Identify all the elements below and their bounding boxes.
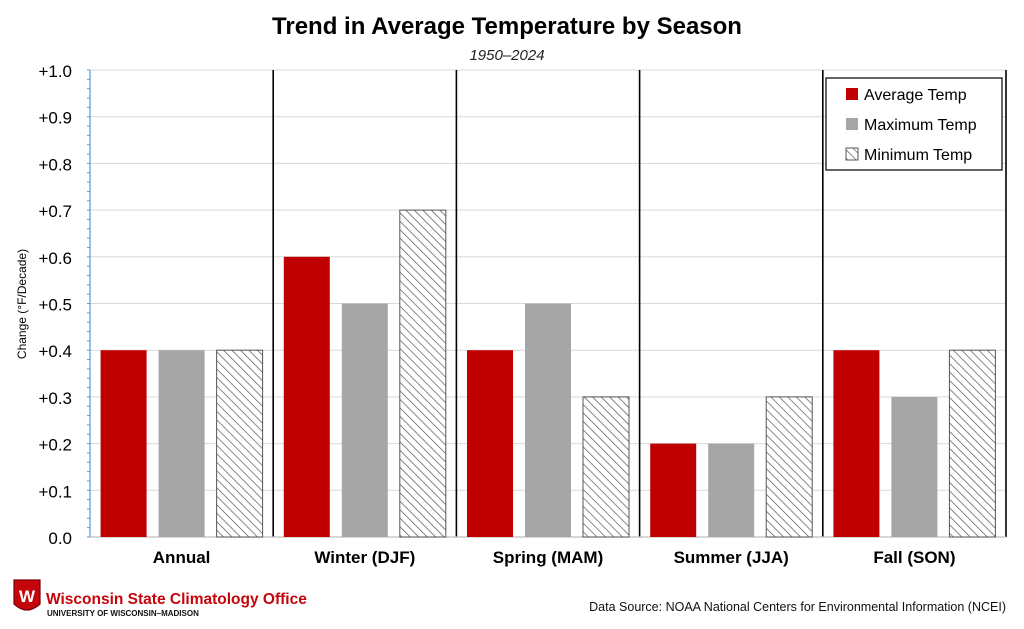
org-subtitle: UNIVERSITY OF WISCONSIN–MADISON bbox=[47, 609, 199, 618]
bar-average-temp bbox=[100, 350, 147, 537]
bar-minimum-temp bbox=[948, 349, 996, 538]
x-tick-label: Fall (SON) bbox=[873, 548, 955, 567]
bar-average-temp bbox=[283, 256, 330, 537]
y-tick-label: +0.3 bbox=[38, 389, 72, 408]
org-name: Wisconsin State Climatology Office bbox=[46, 591, 307, 608]
org-logo: W bbox=[13, 579, 41, 611]
crest-letter: W bbox=[19, 587, 36, 606]
x-tick-label: Annual bbox=[153, 548, 211, 567]
x-tick-label: Winter (DJF) bbox=[314, 548, 415, 567]
y-tick-label: +0.2 bbox=[38, 436, 72, 455]
y-axis-label: Change (°F/Decade) bbox=[15, 249, 29, 359]
bar-average-temp bbox=[467, 350, 513, 537]
y-tick-label: +0.8 bbox=[38, 155, 72, 174]
y-tick-label: +0.5 bbox=[38, 296, 72, 315]
y-tick-label: 0.0 bbox=[48, 529, 72, 548]
chart-title: Trend in Average Temperature by Season bbox=[272, 13, 742, 40]
bar-maximum-temp bbox=[158, 350, 205, 537]
bar-maximum-temp bbox=[341, 303, 388, 537]
bar-average-temp bbox=[650, 443, 697, 537]
x-tick-label: Summer (JJA) bbox=[674, 548, 789, 567]
bar-maximum-temp bbox=[708, 443, 755, 537]
crest-icon bbox=[13, 579, 41, 611]
y-tick-label: +0.1 bbox=[38, 482, 72, 501]
x-axis-labels: Annual Winter (DJF) Spring (MAM) Summer (JJ… bbox=[153, 548, 956, 567]
bar-minimum-temp bbox=[582, 396, 630, 538]
legend-label: Minimum Temp bbox=[864, 147, 972, 164]
bar-minimum-temp bbox=[765, 396, 813, 538]
legend-swatch bbox=[845, 147, 859, 161]
legend-swatch bbox=[846, 118, 858, 130]
legend: Average Temp Maximum Temp Minimum Temp bbox=[825, 77, 1003, 171]
bars bbox=[100, 209, 996, 538]
chart-subtitle: 1950–2024 bbox=[469, 47, 544, 64]
bar-minimum-temp bbox=[216, 349, 264, 538]
legend-swatch bbox=[846, 88, 858, 100]
bar-average-temp bbox=[833, 350, 880, 537]
x-tick-label: Spring (MAM) bbox=[493, 548, 603, 567]
data-source: Data Source: NOAA National Centers for E… bbox=[589, 600, 1006, 614]
legend-label: Maximum Temp bbox=[864, 117, 977, 134]
y-axis-ticks: 0.0 +0.1 +0.2 +0.3 +0.4 +0.5 +0.6 +0.7 +0.8 +0.9 +… bbox=[38, 62, 91, 548]
y-tick-label: +0.7 bbox=[38, 202, 72, 221]
y-tick-label: +0.9 bbox=[38, 109, 72, 128]
legend-label: Average Temp bbox=[864, 87, 967, 104]
bar-minimum-temp bbox=[399, 209, 447, 538]
y-tick-label: +1.0 bbox=[38, 62, 72, 81]
bar-maximum-temp bbox=[891, 396, 938, 537]
bar-maximum-temp bbox=[525, 303, 571, 537]
y-tick-label: +0.4 bbox=[38, 342, 72, 361]
y-tick-label: +0.6 bbox=[38, 249, 72, 268]
